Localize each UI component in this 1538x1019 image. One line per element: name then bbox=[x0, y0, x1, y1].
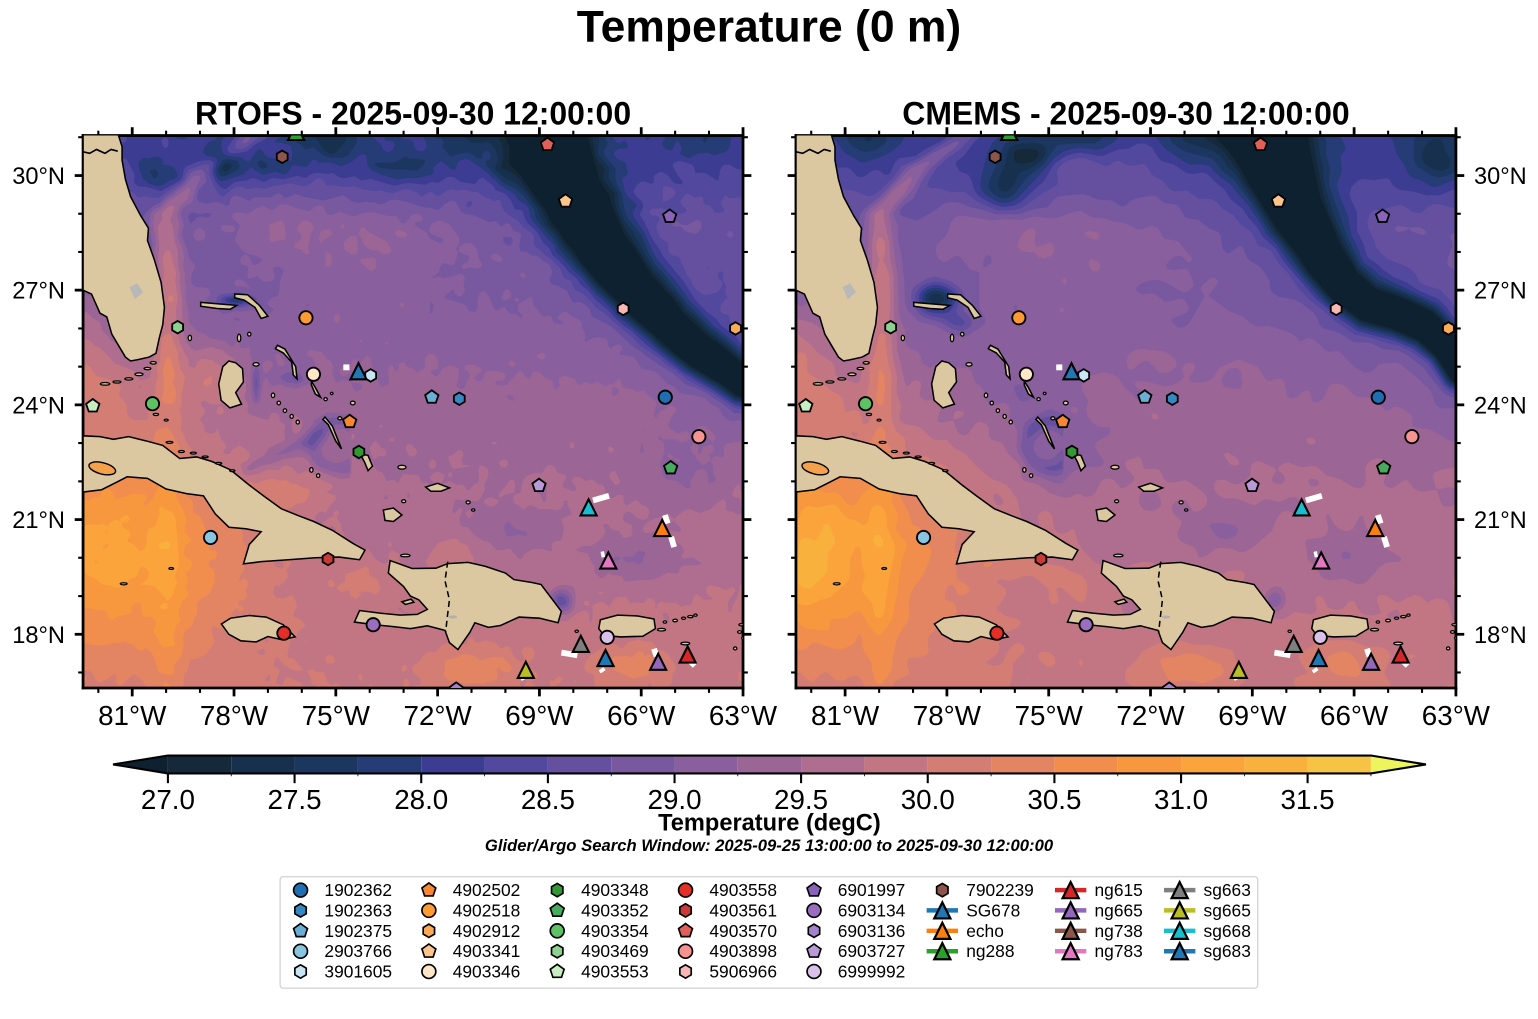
svg-text:30°N: 30°N bbox=[12, 164, 65, 190]
svg-text:21°N: 21°N bbox=[12, 508, 65, 534]
svg-text:4903354: 4903354 bbox=[581, 921, 649, 941]
svg-text:sg665: sg665 bbox=[1204, 900, 1251, 920]
svg-text:echo: echo bbox=[966, 921, 1004, 941]
svg-text:4902912: 4902912 bbox=[453, 921, 521, 941]
svg-text:5906966: 5906966 bbox=[709, 962, 777, 982]
svg-text:4903469: 4903469 bbox=[581, 941, 649, 961]
svg-text:sg663: sg663 bbox=[1204, 880, 1251, 900]
svg-text:30.0: 30.0 bbox=[901, 784, 955, 815]
svg-text:ng665: ng665 bbox=[1095, 900, 1143, 920]
svg-text:78°W: 78°W bbox=[200, 700, 269, 731]
svg-text:1902362: 1902362 bbox=[324, 880, 392, 900]
svg-text:27°N: 27°N bbox=[12, 279, 65, 305]
svg-text:3901605: 3901605 bbox=[324, 962, 392, 982]
svg-text:28.0: 28.0 bbox=[394, 784, 448, 815]
svg-text:CMEMS - 2025-09-30 12:00:00: CMEMS - 2025-09-30 12:00:00 bbox=[902, 95, 1349, 131]
svg-text:ng615: ng615 bbox=[1095, 880, 1143, 900]
svg-text:24°N: 24°N bbox=[12, 393, 65, 419]
svg-text:4903346: 4903346 bbox=[453, 962, 521, 982]
svg-text:6903134: 6903134 bbox=[838, 900, 906, 920]
svg-text:72°W: 72°W bbox=[404, 700, 473, 731]
svg-text:6903727: 6903727 bbox=[838, 941, 906, 961]
svg-text:4903561: 4903561 bbox=[709, 900, 777, 920]
svg-text:sg668: sg668 bbox=[1204, 921, 1251, 941]
svg-text:Temperature (degC): Temperature (degC) bbox=[658, 810, 881, 836]
svg-text:24°N: 24°N bbox=[1474, 393, 1527, 419]
svg-text:4903352: 4903352 bbox=[581, 900, 649, 920]
svg-text:31.5: 31.5 bbox=[1281, 784, 1335, 815]
svg-text:27.0: 27.0 bbox=[141, 784, 195, 815]
svg-text:18°N: 18°N bbox=[12, 623, 65, 649]
svg-text:ng783: ng783 bbox=[1095, 941, 1143, 961]
svg-text:4903570: 4903570 bbox=[709, 921, 777, 941]
svg-text:66°W: 66°W bbox=[607, 700, 676, 731]
svg-text:69°W: 69°W bbox=[1218, 700, 1287, 731]
svg-text:72°W: 72°W bbox=[1116, 700, 1185, 731]
svg-text:21°N: 21°N bbox=[1474, 508, 1527, 534]
svg-text:Temperature (0 m): Temperature (0 m) bbox=[577, 3, 961, 52]
svg-text:31.0: 31.0 bbox=[1154, 784, 1208, 815]
svg-text:4902518: 4902518 bbox=[453, 900, 521, 920]
svg-text:30°N: 30°N bbox=[1474, 164, 1527, 190]
svg-text:63°W: 63°W bbox=[709, 700, 778, 731]
svg-text:4903558: 4903558 bbox=[709, 880, 777, 900]
svg-text:6903136: 6903136 bbox=[838, 921, 906, 941]
svg-text:63°W: 63°W bbox=[1422, 700, 1491, 731]
svg-text:4903553: 4903553 bbox=[581, 962, 649, 982]
svg-text:81°W: 81°W bbox=[98, 700, 167, 731]
svg-text:4902502: 4902502 bbox=[453, 880, 521, 900]
svg-text:2903766: 2903766 bbox=[324, 941, 392, 961]
svg-text:27°N: 27°N bbox=[1474, 279, 1527, 305]
svg-text:sg683: sg683 bbox=[1204, 941, 1251, 961]
svg-text:SG678: SG678 bbox=[966, 900, 1020, 920]
svg-text:ng288: ng288 bbox=[966, 941, 1014, 961]
svg-text:4903898: 4903898 bbox=[709, 941, 777, 961]
svg-text:69°W: 69°W bbox=[505, 700, 574, 731]
svg-text:1902363: 1902363 bbox=[324, 900, 392, 920]
svg-text:30.5: 30.5 bbox=[1027, 784, 1081, 815]
svg-text:6999992: 6999992 bbox=[838, 962, 906, 982]
svg-text:RTOFS - 2025-09-30 12:00:00: RTOFS - 2025-09-30 12:00:00 bbox=[195, 95, 631, 131]
svg-text:Glider/Argo Search Window: 202: Glider/Argo Search Window: 2025-09-25 13… bbox=[485, 836, 1054, 855]
svg-text:78°W: 78°W bbox=[913, 700, 982, 731]
svg-text:1902375: 1902375 bbox=[324, 921, 392, 941]
svg-text:4903348: 4903348 bbox=[581, 880, 649, 900]
svg-text:6901997: 6901997 bbox=[838, 880, 906, 900]
svg-text:66°W: 66°W bbox=[1320, 700, 1389, 731]
svg-text:29.0: 29.0 bbox=[648, 784, 702, 815]
svg-text:28.5: 28.5 bbox=[521, 784, 575, 815]
svg-text:75°W: 75°W bbox=[1015, 700, 1084, 731]
svg-text:27.5: 27.5 bbox=[268, 784, 322, 815]
svg-text:81°W: 81°W bbox=[811, 700, 880, 731]
svg-text:18°N: 18°N bbox=[1474, 623, 1527, 649]
svg-text:7902239: 7902239 bbox=[966, 880, 1034, 900]
svg-text:29.5: 29.5 bbox=[774, 784, 828, 815]
svg-text:4903341: 4903341 bbox=[453, 941, 521, 961]
svg-text:ng738: ng738 bbox=[1095, 921, 1143, 941]
svg-text:75°W: 75°W bbox=[302, 700, 371, 731]
